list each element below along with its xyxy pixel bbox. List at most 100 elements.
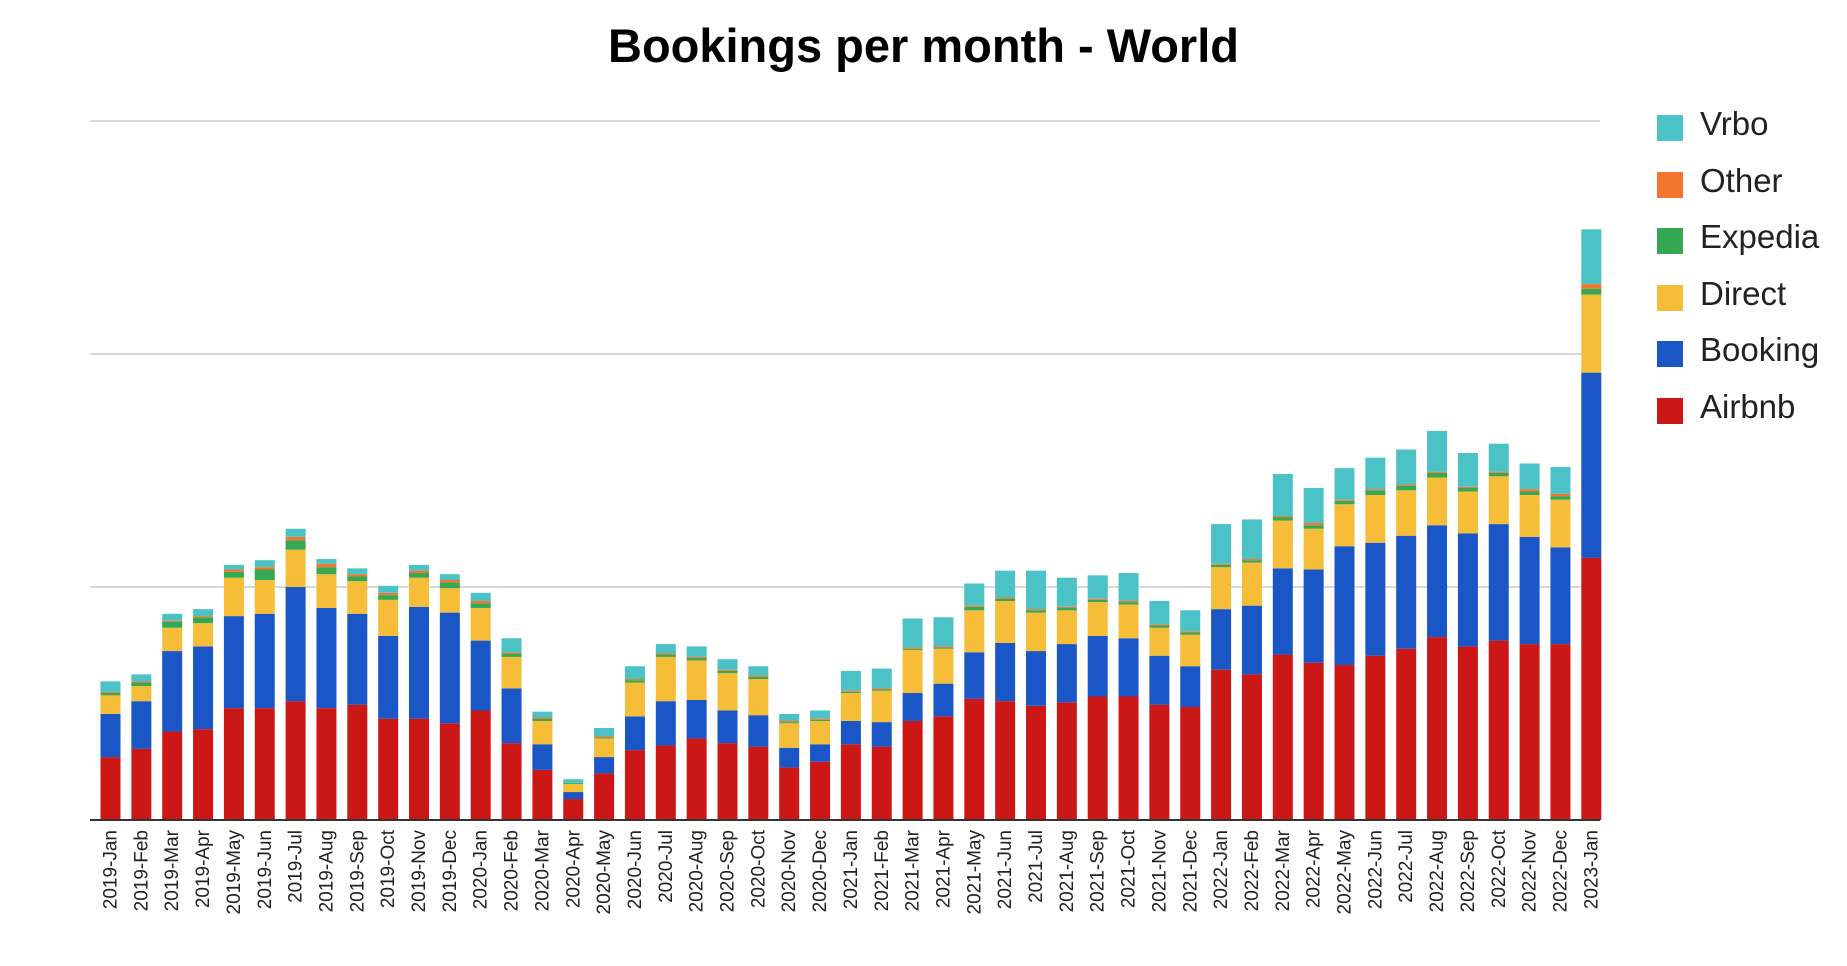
bar-airbnb-2019-nov[interactable] bbox=[409, 718, 429, 820]
bar-direct-2023-jan[interactable] bbox=[1581, 294, 1602, 373]
bar-direct-2020-mar[interactable] bbox=[532, 720, 553, 745]
bar-direct-2020-may[interactable] bbox=[594, 738, 615, 758]
bar-expedia-2019-jul[interactable] bbox=[285, 540, 306, 550]
bar-expedia-2020-apr[interactable] bbox=[563, 782, 584, 784]
bar-direct-2022-jun[interactable] bbox=[1365, 494, 1386, 543]
bar-other-2020-aug[interactable] bbox=[686, 656, 707, 659]
bar-vrbo-2022-jun[interactable] bbox=[1365, 457, 1386, 490]
bar-direct-2022-feb[interactable] bbox=[1241, 562, 1262, 606]
bar-vrbo-2019-may[interactable] bbox=[223, 564, 244, 570]
bar-direct-2020-dec[interactable] bbox=[810, 720, 831, 745]
bar-vrbo-2019-oct[interactable] bbox=[378, 585, 399, 593]
bar-airbnb-2022-feb[interactable] bbox=[1241, 674, 1262, 820]
bar-direct-2020-aug[interactable] bbox=[686, 660, 707, 701]
bar-booking-2021-jan[interactable] bbox=[840, 720, 861, 745]
bar-vrbo-2019-apr[interactable] bbox=[193, 609, 214, 617]
bar-expedia-2019-oct[interactable] bbox=[378, 595, 399, 600]
bar-expedia-2021-mar[interactable] bbox=[902, 648, 923, 650]
bar-other-2020-jan[interactable] bbox=[470, 600, 491, 604]
bar-vrbo-2022-jan[interactable] bbox=[1211, 524, 1232, 564]
bar-booking-2020-sep[interactable] bbox=[717, 710, 738, 744]
bar-expedia-2022-jan[interactable] bbox=[1211, 564, 1232, 568]
bar-expedia-2021-dec[interactable] bbox=[1180, 632, 1201, 635]
bar-booking-2020-oct[interactable] bbox=[748, 715, 769, 747]
bar-booking-2021-jul[interactable] bbox=[1026, 651, 1046, 706]
bar-vrbo-2020-nov[interactable] bbox=[779, 713, 800, 721]
bar-booking-2022-jan[interactable] bbox=[1211, 609, 1232, 670]
bar-direct-2019-jun[interactable] bbox=[254, 580, 275, 614]
bar-other-2022-oct[interactable] bbox=[1488, 471, 1509, 473]
bar-booking-2023-jan[interactable] bbox=[1581, 372, 1602, 558]
bar-other-2021-mar[interactable] bbox=[902, 647, 923, 649]
bar-airbnb-2019-mar[interactable] bbox=[162, 731, 183, 820]
bar-other-2021-jun[interactable] bbox=[995, 597, 1016, 599]
bar-direct-2019-sep[interactable] bbox=[347, 581, 368, 614]
bar-other-2020-nov[interactable] bbox=[779, 720, 800, 723]
bar-direct-2021-jun[interactable] bbox=[995, 600, 1016, 643]
bar-expedia-2019-aug[interactable] bbox=[316, 567, 337, 575]
bar-booking-2020-may[interactable] bbox=[594, 757, 615, 774]
bar-booking-2020-feb[interactable] bbox=[501, 688, 522, 744]
bar-booking-2020-jun[interactable] bbox=[624, 716, 645, 751]
bar-airbnb-2020-mar[interactable] bbox=[532, 769, 553, 820]
bar-expedia-2020-jan[interactable] bbox=[470, 603, 491, 608]
bar-other-2021-dec[interactable] bbox=[1180, 631, 1201, 633]
bar-vrbo-2020-aug[interactable] bbox=[686, 646, 707, 657]
bar-other-2019-feb[interactable] bbox=[131, 681, 152, 683]
bar-vrbo-2019-jan[interactable] bbox=[100, 681, 121, 692]
bar-booking-2019-sep[interactable] bbox=[347, 613, 368, 705]
bar-other-2022-feb[interactable] bbox=[1241, 559, 1262, 561]
bar-vrbo-2019-mar[interactable] bbox=[162, 613, 183, 621]
bar-other-2019-may[interactable] bbox=[223, 569, 244, 572]
bar-expedia-2019-dec[interactable] bbox=[439, 582, 460, 589]
bar-other-2021-oct[interactable] bbox=[1118, 600, 1139, 603]
bar-booking-2022-dec[interactable] bbox=[1550, 547, 1571, 645]
bar-vrbo-2021-feb[interactable] bbox=[871, 668, 892, 689]
bar-expedia-2022-jul[interactable] bbox=[1396, 485, 1417, 491]
bar-direct-2022-jan[interactable] bbox=[1211, 567, 1232, 610]
bar-expedia-2021-oct[interactable] bbox=[1118, 602, 1139, 605]
bar-direct-2022-oct[interactable] bbox=[1488, 476, 1509, 525]
bar-vrbo-2020-may[interactable] bbox=[594, 727, 615, 737]
bar-expedia-2020-jun[interactable] bbox=[624, 680, 645, 683]
bar-vrbo-2022-may[interactable] bbox=[1334, 468, 1355, 500]
bar-booking-2022-oct[interactable] bbox=[1488, 524, 1509, 641]
bar-direct-2021-nov[interactable] bbox=[1149, 627, 1170, 656]
bar-other-2022-apr[interactable] bbox=[1303, 522, 1324, 526]
bar-airbnb-2021-nov[interactable] bbox=[1149, 704, 1170, 820]
bar-expedia-2022-mar[interactable] bbox=[1272, 517, 1293, 521]
bar-vrbo-2022-sep[interactable] bbox=[1457, 453, 1478, 487]
bar-booking-2020-aug[interactable] bbox=[686, 700, 707, 739]
bar-booking-2019-aug[interactable] bbox=[316, 607, 337, 709]
bar-airbnb-2021-oct[interactable] bbox=[1118, 696, 1139, 820]
bar-booking-2022-sep[interactable] bbox=[1457, 533, 1478, 647]
bar-other-2021-apr[interactable] bbox=[933, 646, 954, 648]
bar-expedia-2022-oct[interactable] bbox=[1488, 472, 1509, 477]
bar-other-2019-sep[interactable] bbox=[347, 574, 368, 577]
bar-booking-2021-may[interactable] bbox=[964, 652, 985, 699]
bar-airbnb-2020-jun[interactable] bbox=[624, 750, 645, 820]
bar-airbnb-2019-may[interactable] bbox=[223, 708, 244, 820]
bar-booking-2021-oct[interactable] bbox=[1118, 638, 1139, 697]
bar-expedia-2022-apr[interactable] bbox=[1303, 525, 1324, 529]
bar-expedia-2020-feb[interactable] bbox=[501, 653, 522, 657]
bar-booking-2019-nov[interactable] bbox=[409, 606, 429, 719]
bar-other-2019-mar[interactable] bbox=[162, 620, 183, 622]
bar-expedia-2019-mar[interactable] bbox=[162, 621, 183, 628]
bar-expedia-2021-jan[interactable] bbox=[840, 691, 861, 694]
bar-other-2021-jan[interactable] bbox=[840, 690, 861, 692]
bar-expedia-2020-mar[interactable] bbox=[532, 718, 553, 721]
bar-expedia-2019-nov[interactable] bbox=[409, 573, 429, 578]
bar-vrbo-2021-nov[interactable] bbox=[1149, 600, 1170, 625]
bar-airbnb-2020-apr[interactable] bbox=[563, 799, 584, 820]
bar-other-2020-jun[interactable] bbox=[624, 679, 645, 681]
bar-direct-2022-apr[interactable] bbox=[1303, 528, 1324, 570]
bar-vrbo-2020-jan[interactable] bbox=[470, 592, 491, 601]
bar-expedia-2020-may[interactable] bbox=[594, 737, 615, 739]
bar-vrbo-2019-jul[interactable] bbox=[285, 528, 306, 537]
bar-direct-2019-apr[interactable] bbox=[193, 623, 214, 647]
bar-other-2020-mar[interactable] bbox=[532, 717, 553, 719]
bar-other-2019-jan[interactable] bbox=[100, 691, 121, 694]
bar-vrbo-2020-feb[interactable] bbox=[501, 638, 522, 653]
bar-airbnb-2022-jun[interactable] bbox=[1365, 655, 1386, 820]
